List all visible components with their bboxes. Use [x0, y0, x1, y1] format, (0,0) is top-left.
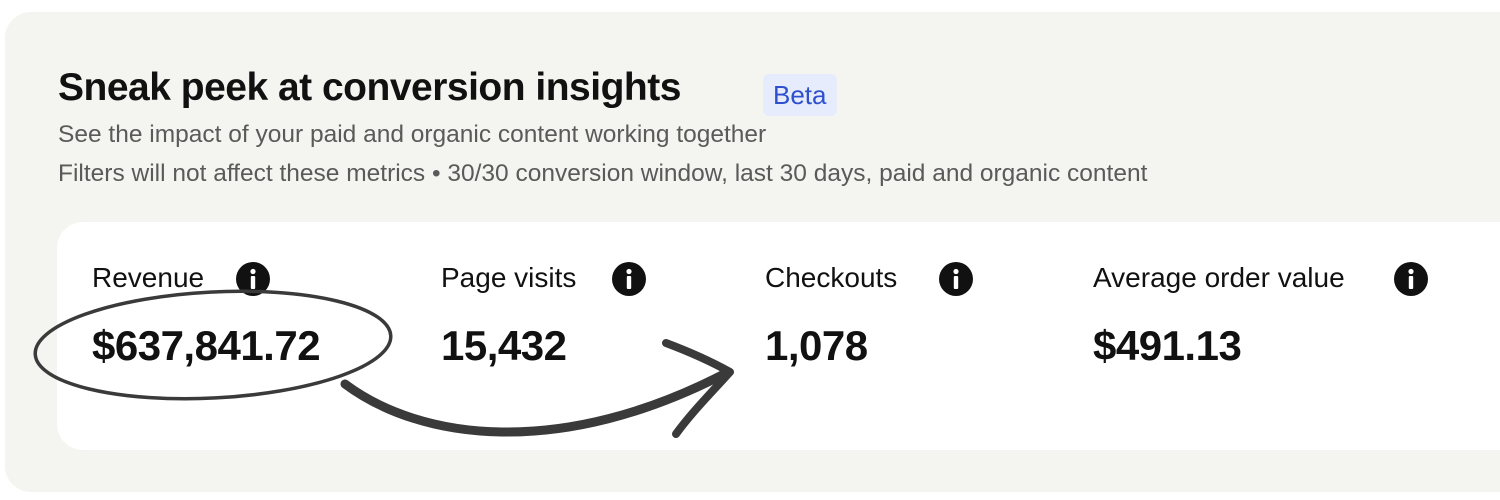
metric-value: 1,078 — [765, 322, 868, 369]
metric-value: $491.13 — [1093, 322, 1242, 369]
metric-label: Average order value — [1093, 262, 1345, 293]
metric-label: Revenue — [92, 262, 205, 293]
info-icon[interactable] — [235, 261, 271, 297]
metric-label: Page visits — [441, 262, 577, 293]
metric-label: Checkouts — [765, 262, 898, 293]
info-icon[interactable] — [1393, 261, 1429, 297]
beta-badge: Beta — [763, 74, 837, 116]
title: Sneak peek at conversion insights — [58, 66, 681, 109]
metric-value: $637,841.72 — [92, 322, 321, 369]
subtitle: See the impact of your paid and organic … — [58, 121, 767, 148]
metric-value: 15,432 — [441, 322, 567, 369]
note: Filters will not affect these metrics • … — [58, 160, 1148, 187]
info-icon[interactable] — [938, 261, 974, 297]
info-icon[interactable] — [611, 261, 647, 297]
